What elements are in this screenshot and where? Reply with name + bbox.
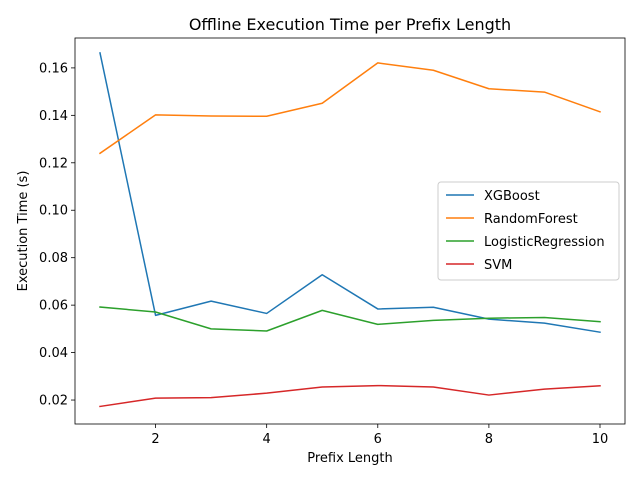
legend-label: SVM [484, 258, 512, 273]
y-tick-label: 0.16 [39, 61, 68, 76]
series-line-xgboost [99, 52, 601, 334]
y-tick-label: 0.02 [39, 394, 68, 409]
x-axis-label: Prefix Length [307, 451, 393, 466]
y-tick-label: 0.08 [39, 251, 68, 266]
x-tick-label: 4 [263, 432, 271, 447]
y-axis-label: Execution Time (s) [16, 171, 31, 292]
legend: XGBoost RandomForest LogisticRegression SVM [437, 181, 620, 281]
chart-title: Offline Execution Time per Prefix Length [189, 15, 511, 34]
plot-frame [74, 37, 626, 425]
y-tick-label: 0.12 [39, 156, 68, 171]
series-line-randomforest [98, 62, 601, 155]
x-tick-label: 8 [485, 432, 493, 447]
legend-label: XGBoost [484, 189, 540, 204]
y-tick-label: 0.04 [39, 346, 68, 361]
series-line-logisticregression [99, 306, 601, 332]
y-tick-label: 0.14 [39, 109, 68, 124]
series-line-svm [99, 384, 601, 408]
legend-label: LogisticRegression [484, 235, 605, 250]
x-tick-label: 10 [592, 432, 609, 447]
x-tick-label: 6 [374, 432, 382, 447]
y-tick-label: 0.06 [39, 299, 68, 314]
x-tick-label: 2 [151, 432, 159, 447]
series-layer [98, 52, 601, 408]
legend-label: RandomForest [484, 212, 578, 227]
y-tick-label: 0.10 [39, 204, 68, 219]
x-axis: 2 4 6 8 10 [151, 424, 608, 447]
legend-box [437, 181, 620, 281]
y-axis: 0.02 0.04 0.06 0.08 0.10 0.12 0.14 0.16 [39, 61, 75, 409]
